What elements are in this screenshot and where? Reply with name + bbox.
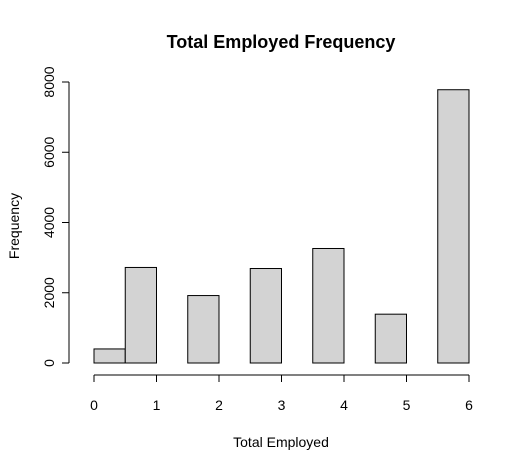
y-tick-label-3: 6000 [41,136,57,167]
x-axis: 0 1 2 3 4 5 6 [90,374,473,413]
histogram-bar-3 [249,268,282,364]
histogram-bar-2 [187,295,220,364]
histogram-bar-1 [124,266,157,364]
histogram-bar-4 [312,247,345,364]
x-tick-label-3: 3 [278,397,286,413]
y-tick-label-1: 2000 [41,277,57,308]
y-tick-label-2: 4000 [41,207,57,238]
x-tick-label-5: 5 [403,397,411,413]
x-tick-label-4: 4 [340,397,348,413]
chart-title: Total Employed Frequency [167,32,396,52]
x-tick-label-0: 0 [90,397,98,413]
x-tick-label-6: 6 [465,397,473,413]
bars-group [93,89,470,364]
y-axis: 0 2000 4000 6000 8000 [41,66,70,367]
y-tick-label-4: 8000 [41,66,57,97]
histogram-bar-5 [374,313,407,364]
histogram-bar-0 [93,348,126,364]
histogram-bar-6 [437,89,470,364]
x-tick-label-2: 2 [215,397,223,413]
x-tick-label-1: 1 [153,397,161,413]
y-axis-label: Frequency [6,193,22,259]
y-tick-label-0: 0 [41,359,57,367]
x-axis-label: Total Employed [233,434,329,450]
